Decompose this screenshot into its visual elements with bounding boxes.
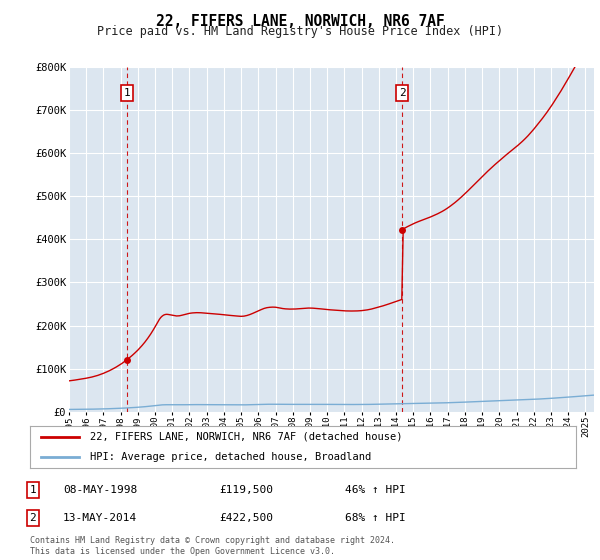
Text: Price paid vs. HM Land Registry's House Price Index (HPI): Price paid vs. HM Land Registry's House … [97, 25, 503, 38]
Text: 1: 1 [29, 485, 37, 495]
Text: 2: 2 [398, 88, 406, 98]
Text: £119,500: £119,500 [219, 485, 273, 495]
Text: 1: 1 [123, 88, 130, 98]
Text: 13-MAY-2014: 13-MAY-2014 [63, 513, 137, 523]
Text: 68% ↑ HPI: 68% ↑ HPI [345, 513, 406, 523]
Text: £422,500: £422,500 [219, 513, 273, 523]
Text: 22, FIFERS LANE, NORWICH, NR6 7AF: 22, FIFERS LANE, NORWICH, NR6 7AF [155, 14, 445, 29]
Text: 46% ↑ HPI: 46% ↑ HPI [345, 485, 406, 495]
Text: 22, FIFERS LANE, NORWICH, NR6 7AF (detached house): 22, FIFERS LANE, NORWICH, NR6 7AF (detac… [90, 432, 403, 442]
Text: Contains HM Land Registry data © Crown copyright and database right 2024.
This d: Contains HM Land Registry data © Crown c… [30, 536, 395, 556]
Text: 08-MAY-1998: 08-MAY-1998 [63, 485, 137, 495]
Text: 2: 2 [29, 513, 37, 523]
Text: HPI: Average price, detached house, Broadland: HPI: Average price, detached house, Broa… [90, 452, 371, 462]
